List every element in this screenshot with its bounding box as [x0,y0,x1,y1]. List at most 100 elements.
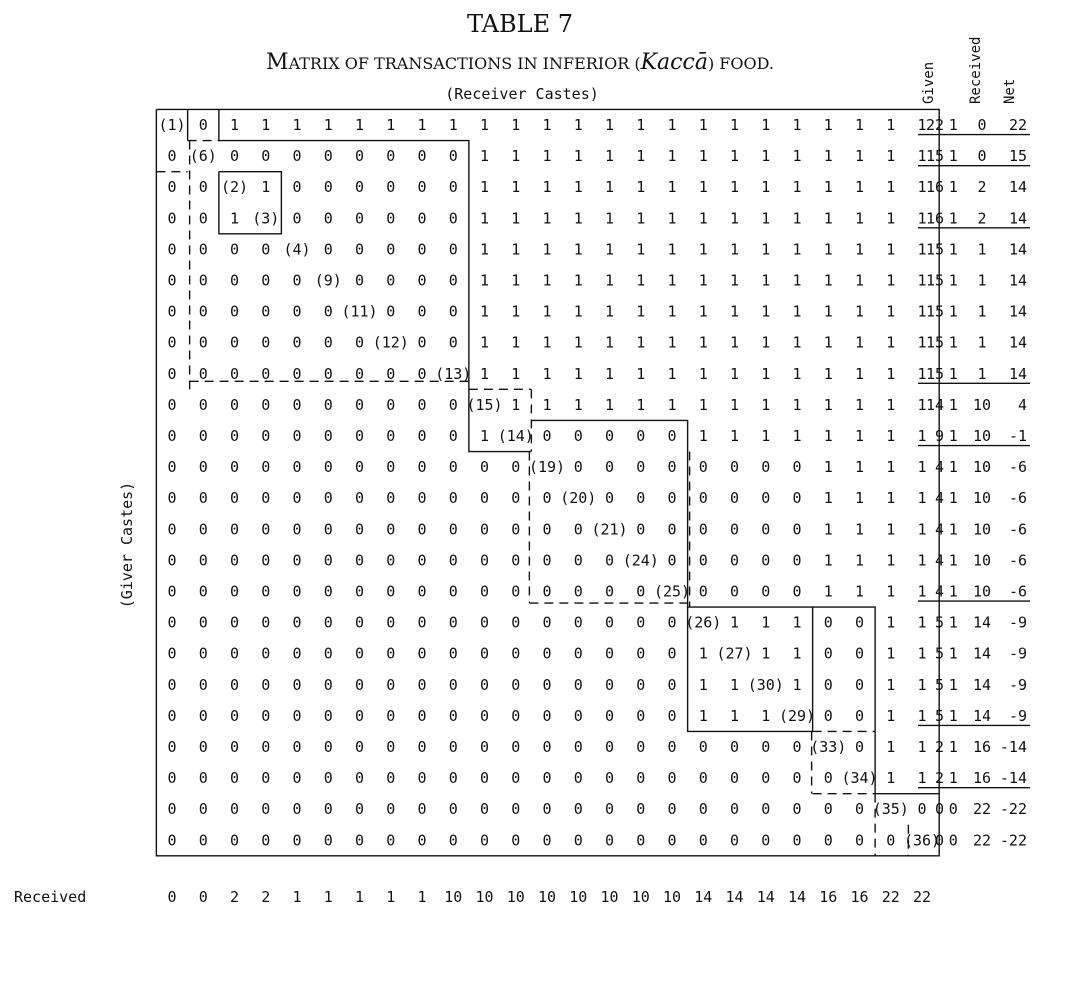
received-total-cell: 14 [788,888,806,906]
matrix-cell: 0 [574,583,583,601]
matrix-cell: 0 [792,583,801,601]
matrix-cells: (1) 0 1 1 1 1 1 1 1 1 1 1 1 1 1 1 1 1 1 1 1 1 1 1 1 10 (6) 0 0 0 0 0 0 0 0… [158,116,957,849]
matrix-cell: 0 [386,551,395,569]
matrix-cell: 1 [949,707,958,725]
received-total-cell: 10 [538,888,556,906]
matrix-cell: 1 [636,116,645,134]
matrix-cell: 0 [417,800,426,818]
matrix-cell: 1 [761,240,770,258]
matrix-cell: 0 [449,520,458,538]
matrix-cell: 0 [636,427,645,445]
matrix-cell: 1 [730,240,739,258]
matrix-cell: 1 [511,272,520,290]
matrix-cell: 0 [574,458,583,476]
matrix-cell: 0 [355,396,364,414]
matrix-cell: 0 [636,489,645,507]
summary-headers: Given Received Net [921,37,1018,104]
matrix-cell: 1 [792,334,801,352]
matrix-cell: 0 [386,707,395,725]
matrix-cell: 0 [230,272,239,290]
matrix-cell: 1 [824,303,833,321]
matrix-cell: 1 [480,365,489,383]
matrix-row: 0 0 0 0 0 0 0 0 0 0 0 0 0 0 0 0 0 0 0 0 0 0 (34) 1 1 1 [167,769,957,787]
matrix-cell: 1 [886,147,895,165]
matrix-cell: 1 [761,365,770,383]
matrix-cell: 1 [824,147,833,165]
received-total-cell: 14 [757,888,775,906]
matrix-cell: 0 [261,240,270,258]
matrix-cell: 0 [667,676,676,694]
matrix-cell: 1 [605,209,614,227]
given-cell: 16 [926,209,944,227]
matrix-cell: 0 [667,800,676,818]
summary-header-given: Given [921,62,937,104]
matrix-cell: 0 [292,583,301,601]
matrix-cell: 1 [542,303,551,321]
received-total-cell: 1 [417,888,426,906]
matrix-cell: 1 [480,178,489,196]
block-19-25-solid [531,419,689,608]
caste-diagonal-cell: (36) [904,831,940,849]
caste-diagonal-cell: (24) [623,551,659,569]
caste-diagonal-cell: (13) [435,365,471,383]
matrix-cell: 1 [792,676,801,694]
matrix-cell: 0 [949,800,958,818]
matrix-cell: 1 [886,396,895,414]
matrix-cell: 0 [605,738,614,756]
matrix-cell: 1 [699,209,708,227]
matrix-cell: 0 [699,520,708,538]
matrix-cell: 1 [730,614,739,632]
matrix-cell: 0 [574,769,583,787]
received-total-cell: 10 [444,888,462,906]
matrix-cell: 1 [761,116,770,134]
matrix-cell: 1 [605,116,614,134]
summary-row: 16 2 14 [926,209,1027,227]
matrix-cell: 0 [480,489,489,507]
matrix-cell: 1 [730,427,739,445]
matrix-cell: 0 [417,831,426,849]
matrix-cell: 0 [730,800,739,818]
matrix-cell: 0 [417,209,426,227]
matrix-cell: 1 [886,272,895,290]
matrix-cell: 0 [699,800,708,818]
matrix-cell: 0 [355,738,364,756]
matrix-cell: 0 [386,365,395,383]
matrix-cell: 0 [355,334,364,352]
received-cell: 16 [973,769,991,787]
summary-row: 15 0 15 [926,147,1027,165]
matrix-cell: 0 [167,583,176,601]
matrix-cell: 0 [417,147,426,165]
matrix-cell: 1 [949,676,958,694]
matrix-cell: 0 [605,614,614,632]
received-cell: 22 [973,800,991,818]
matrix-cell: 0 [230,831,239,849]
net-cell: -6 [1009,583,1027,601]
table-title: TABLE 7 [467,10,573,38]
matrix-cell: 0 [230,147,239,165]
matrix-cell: 1 [917,147,926,165]
matrix-cell: 1 [917,365,926,383]
matrix-cell: 0 [417,365,426,383]
matrix-cell: 0 [324,551,333,569]
matrix-cell: 0 [667,738,676,756]
net-cell: 14 [1009,272,1027,290]
net-cell: -22 [1000,800,1027,818]
matrix-cell: 1 [449,116,458,134]
matrix-cell: 0 [292,645,301,663]
matrix-cell: 1 [574,334,583,352]
matrix-cell: 1 [761,614,770,632]
matrix-cell: 1 [511,365,520,383]
matrix-cell: 0 [511,738,520,756]
matrix-cell: 0 [449,272,458,290]
received-total-cell: 2 [261,888,270,906]
matrix-cell: 1 [605,272,614,290]
summary-row: 15 1 14 [926,365,1027,383]
net-cell: -14 [1000,769,1027,787]
matrix-cell: 1 [605,303,614,321]
matrix-cell: 0 [574,427,583,445]
matrix-cell: 0 [574,707,583,725]
matrix-cell: 0 [667,427,676,445]
matrix-cell: 1 [855,583,864,601]
matrix-cell: 1 [730,116,739,134]
matrix-cell: 0 [824,769,833,787]
